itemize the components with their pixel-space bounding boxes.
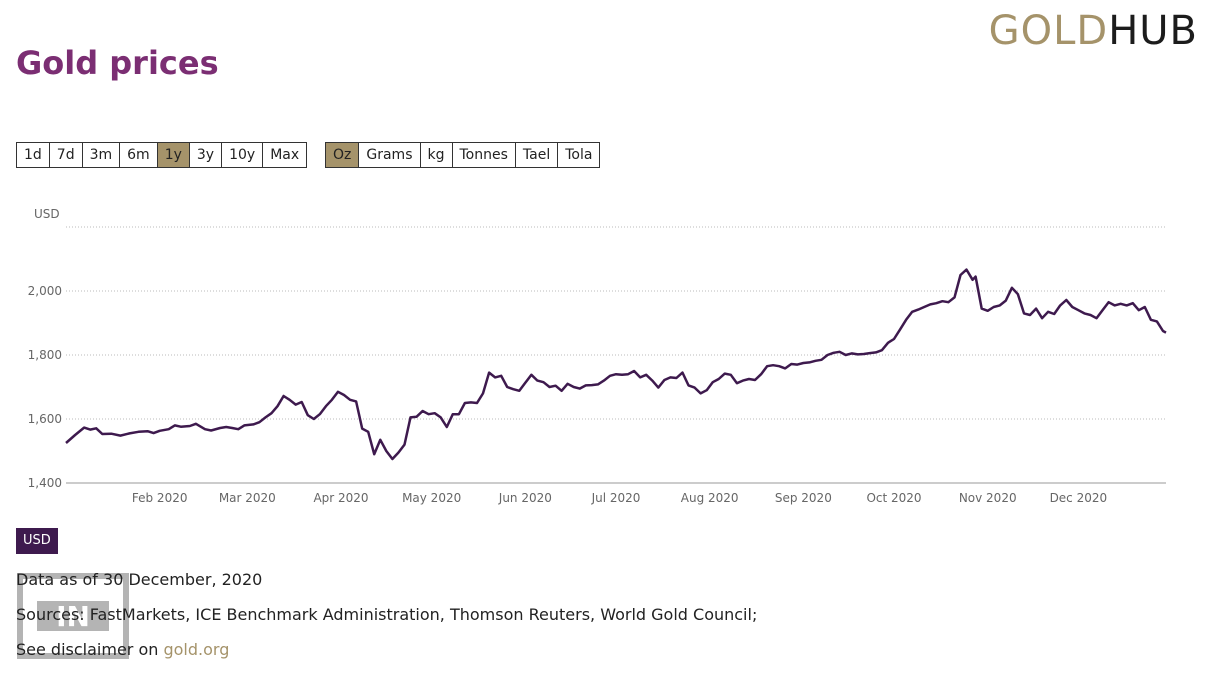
- x-axis: Feb 2020 Mar 2020 Apr 2020 May 2020 Jun 2020…: [132, 491, 1107, 505]
- y-tick-label: 1,600: [28, 412, 62, 426]
- time-range-selector: 1d 7d 3m 6m 1y 3y 10y Max: [16, 142, 308, 168]
- chart-gridlines: [66, 226, 1166, 484]
- logo-part-gold: GOLD: [988, 8, 1109, 54]
- unit-button-grams[interactable]: Grams: [358, 142, 421, 168]
- x-tick-label: Oct 2020: [866, 491, 921, 505]
- y-axis: 1,400 1,600 1,800 2,000: [28, 284, 62, 490]
- logo-part-hub: HUB: [1108, 8, 1198, 54]
- y-tick-label: 2,000: [28, 284, 62, 298]
- gold-price-chart[interactable]: USD 1,400 1,600 1,800 2,000 Feb 2020 Mar 202…: [0, 195, 1216, 515]
- unit-selector: Oz Grams kg Tonnes Tael Tola: [325, 142, 601, 168]
- range-button-7d[interactable]: 7d: [48, 142, 83, 168]
- y-axis-unit-label: USD: [34, 207, 60, 221]
- x-tick-label: Nov 2020: [959, 491, 1017, 505]
- unit-button-oz[interactable]: Oz: [325, 142, 360, 168]
- range-button-max[interactable]: Max: [262, 142, 308, 168]
- watermark-logo-icon: IN: [17, 573, 129, 659]
- range-button-3y[interactable]: 3y: [188, 142, 223, 168]
- range-button-1y[interactable]: 1y: [156, 142, 190, 168]
- x-tick-label: Feb 2020: [132, 491, 188, 505]
- goldhub-logo[interactable]: GOLDHUB: [989, 8, 1198, 54]
- gold-org-link[interactable]: gold.org: [163, 640, 230, 659]
- data-date-text: Data as of 30 December, 2020: [16, 570, 263, 589]
- unit-button-tola[interactable]: Tola: [557, 142, 601, 168]
- watermark-text: IN: [56, 600, 90, 633]
- series-legend-usd[interactable]: USD: [16, 528, 58, 554]
- range-button-10y[interactable]: 10y: [221, 142, 264, 168]
- x-tick-label: May 2020: [402, 491, 461, 505]
- x-tick-label: Sep 2020: [775, 491, 832, 505]
- x-tick-label: Jul 2020: [591, 491, 641, 505]
- unit-button-tael[interactable]: Tael: [514, 142, 559, 168]
- disclaimer-line: See disclaimer on gold.org: [16, 640, 229, 659]
- price-series-line[interactable]: [65, 268, 1167, 461]
- range-button-3m[interactable]: 3m: [81, 142, 121, 168]
- y-tick-label: 1,800: [28, 348, 62, 362]
- x-tick-label: Aug 2020: [681, 491, 739, 505]
- y-tick-label: 1,400: [28, 476, 62, 490]
- x-tick-label: Mar 2020: [219, 491, 276, 505]
- x-tick-label: Apr 2020: [313, 491, 368, 505]
- range-button-6m[interactable]: 6m: [119, 142, 158, 168]
- sources-text: Sources: FastMarkets, ICE Benchmark Admi…: [16, 605, 758, 624]
- page-title: Gold prices: [16, 44, 219, 82]
- disclaimer-prefix: See disclaimer on: [16, 640, 164, 659]
- range-button-1d[interactable]: 1d: [16, 142, 50, 168]
- x-tick-label: Jun 2020: [498, 491, 552, 505]
- unit-button-tonnes[interactable]: Tonnes: [451, 142, 516, 168]
- unit-button-kg[interactable]: kg: [419, 142, 453, 168]
- x-tick-label: Dec 2020: [1050, 491, 1108, 505]
